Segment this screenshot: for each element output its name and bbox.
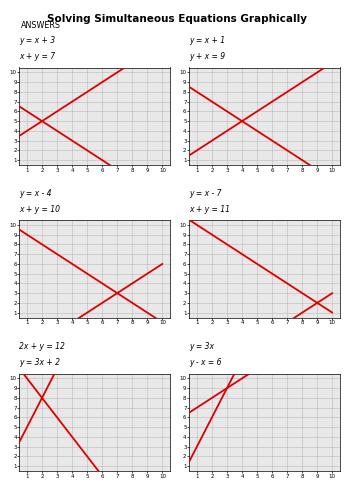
Text: x + y = 7: x + y = 7 [19,52,56,61]
Text: Solving Simultaneous Equations Graphically: Solving Simultaneous Equations Graphical… [47,14,307,24]
Text: x + y = 10: x + y = 10 [19,204,61,214]
Text: y = x + 1: y = x + 1 [189,36,225,45]
Text: y = 3x: y = 3x [189,342,215,351]
Text: y = x + 3: y = x + 3 [19,36,56,45]
Text: y - x = 6: y - x = 6 [189,358,222,367]
Text: y + x = 9: y + x = 9 [189,52,225,61]
Text: y = x - 7: y = x - 7 [189,188,222,198]
Text: y = 3x + 2: y = 3x + 2 [19,358,61,367]
Text: y = x - 4: y = x - 4 [19,188,52,198]
Text: 2x + y = 12: 2x + y = 12 [19,342,65,351]
Text: ANSWERS: ANSWERS [21,22,61,30]
Text: x + y = 11: x + y = 11 [189,204,230,214]
